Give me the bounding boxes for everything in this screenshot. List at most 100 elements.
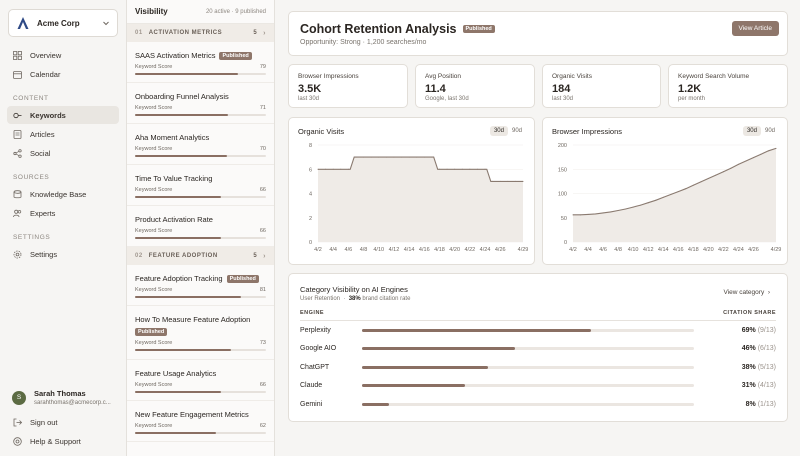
citation-bar-fill (362, 365, 489, 369)
nav-label: Keywords (30, 110, 66, 120)
engine-name: Gemini (300, 400, 323, 408)
citation-share: 38% (5/13) (742, 364, 776, 371)
citation-pct: 38% (741, 363, 756, 371)
x-tick-label: 4/29 (518, 247, 529, 253)
citation-fraction: (1/13) (757, 400, 776, 408)
data-point (476, 168, 478, 170)
section-label-settings: SETTINGS (13, 234, 51, 241)
group-count: 5 (253, 30, 258, 36)
nav-item-sign-out[interactable]: Sign out (7, 413, 119, 431)
visibility-header: Visibility 20 active · 9 published (127, 0, 274, 24)
user-profile[interactable]: S Sarah Thomas sarahthomas@acmecorp.c... (12, 389, 111, 406)
keyword-score-bar (135, 155, 266, 157)
toggle-90d[interactable]: 90d (764, 128, 775, 134)
toggle-30d[interactable]: 30d (742, 126, 761, 136)
group-header[interactable]: 01 ACTIVATION METRICS 5 › (127, 24, 274, 42)
keyword-item[interactable]: Feature Usage Analytics Keyword Score 66 (127, 360, 274, 401)
keyword-item[interactable]: How To Measure Feature Adoption Published… (127, 306, 274, 360)
keyword-score-row: Keyword Score 70 (135, 146, 266, 152)
keyword-item[interactable]: Feature Adoption Tracking Published Keywor… (127, 265, 274, 306)
article-detail: Cohort Retention Analysis Published Oppo… (275, 0, 800, 456)
nav-item-knowledge-base[interactable]: Knowledge Base (7, 185, 119, 203)
data-point (722, 171, 724, 173)
category-title: Category Visibility on AI Engines (300, 285, 408, 294)
keyword-score-bar (135, 73, 266, 75)
citation-bar-fill (362, 384, 465, 387)
x-tick-label: 4/2 (569, 247, 577, 253)
data-point (416, 156, 418, 158)
data-point (610, 211, 612, 213)
visibility-summary: 20 active · 9 published (205, 8, 266, 15)
view-category-link[interactable]: View category › (723, 289, 770, 296)
data-point (760, 153, 762, 155)
keyword-score-value: 66 (259, 382, 266, 388)
keyword-title: Feature Usage Analytics (135, 369, 217, 378)
engine-row: Claude 31% (4/13) (300, 377, 776, 395)
keyword-item[interactable]: New Feature Engagement Metrics Keyword Sc… (127, 401, 274, 442)
data-point (655, 199, 657, 201)
data-point (393, 156, 395, 158)
keyword-score-bar (135, 196, 266, 198)
keyword-title: Time To Value Tracking (135, 174, 213, 183)
help-icon (13, 436, 22, 446)
x-tick-label: 4/6 (599, 247, 607, 253)
keyword-item[interactable]: SAAS Activation Metrics Published Keyword … (127, 42, 274, 83)
nav-top: Overview Calendar (0, 46, 126, 83)
data-point (572, 214, 574, 216)
col-engine: ENGINE (300, 310, 325, 316)
acme-logo-icon (17, 17, 29, 29)
bottom-nav: Sign out Help & Support (0, 412, 126, 451)
keyword-item[interactable]: Onboarding Funnel Analysis Keyword Score 7… (127, 83, 274, 124)
x-tick-label: 4/26 (748, 247, 759, 253)
nav-item-help[interactable]: Help & Support (7, 432, 119, 450)
nav-label: Calendar (30, 69, 61, 79)
x-tick-label: 4/16 (673, 247, 684, 253)
group-header[interactable]: 02 FEATURE ADOPTION 5 › (127, 247, 274, 265)
keyword-item[interactable]: Time To Value Tracking Keyword Score 66 (127, 165, 274, 206)
keyword-item[interactable]: Product Activation Rate Keyword Score 66 (127, 206, 274, 247)
citation-rate: 38% (348, 296, 361, 302)
toggle-90d[interactable]: 90d (511, 128, 522, 134)
keyword-score-value: 79 (259, 64, 266, 70)
y-tick-label: 8 (309, 143, 312, 149)
data-point (438, 168, 440, 170)
nav-item-social[interactable]: Social (7, 144, 119, 162)
x-tick-label: 4/24 (480, 247, 491, 253)
article-subtitle: Opportunity: Strong · 1,200 searches/mo (300, 39, 427, 46)
citation-bar (362, 402, 694, 406)
citation-bar (362, 347, 694, 350)
nav-item-articles[interactable]: Articles (7, 125, 119, 143)
metric-value: 184 (552, 83, 571, 95)
nav-item-experts[interactable]: Experts (7, 204, 119, 222)
keyword-score-value: 70 (259, 146, 266, 152)
user-email: sarahthomas@acmecorp.c... (34, 400, 111, 406)
metric-label: Avg Position (425, 73, 462, 80)
data-point (514, 180, 516, 182)
y-tick-label: 2 (309, 216, 312, 222)
data-point (507, 180, 509, 182)
org-switcher[interactable]: Acme Corp (8, 9, 118, 37)
metric-card-avg-position: Avg Position 11.4 Google, last 30d (415, 64, 535, 108)
x-tick-label: 4/4 (584, 247, 592, 253)
toggle-30d[interactable]: 30d (489, 126, 508, 136)
nav-item-overview[interactable]: Overview (7, 46, 119, 64)
keyword-score-fill (135, 73, 239, 75)
y-tick-label: 0 (309, 240, 312, 246)
category-visibility-card: Category Visibility on AI Engines User R… (288, 273, 788, 422)
y-tick-label: 6 (309, 167, 312, 173)
category-subtitle: User Retention · 38% brand citation rate (300, 296, 411, 302)
series-area (318, 157, 523, 242)
nav-item-settings[interactable]: Settings (7, 245, 119, 263)
nav-item-keywords[interactable]: Keywords (7, 106, 119, 124)
x-tick-label: 4/12 (643, 247, 654, 253)
view-article-button[interactable]: View Article (731, 21, 779, 36)
data-point (640, 204, 642, 206)
keyword-score-bar (135, 237, 266, 239)
nav-label: Knowledge Base (30, 189, 87, 199)
nav-item-calendar[interactable]: Calendar (7, 65, 119, 83)
data-point (775, 147, 777, 149)
keyword-score-value: 66 (259, 228, 266, 234)
view-category-label: View category (723, 289, 765, 296)
nav-label: Articles (30, 129, 55, 139)
keyword-item[interactable]: Aha Moment Analytics Keyword Score 70 (127, 124, 274, 165)
